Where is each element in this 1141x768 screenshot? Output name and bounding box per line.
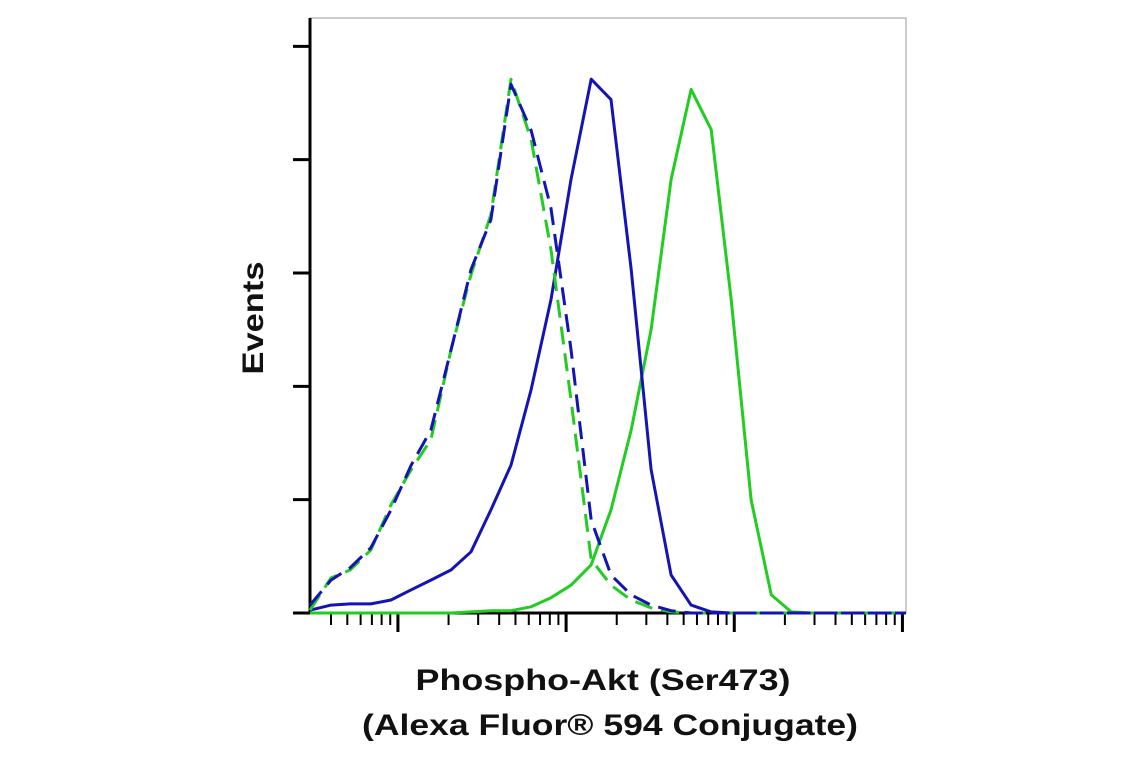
histogram-line: [308, 82, 906, 615]
histogram-line: [308, 77, 906, 615]
y-axis-label: Events: [237, 262, 270, 375]
x-axis-label: Phospho-Akt (Ser473): [416, 664, 791, 697]
histogram-line: [310, 87, 906, 615]
plot-frame: [309, 17, 907, 614]
x-axis-label: (Alexa Fluor® 594 Conjugate): [362, 709, 858, 742]
histogram-line: [309, 77, 906, 615]
